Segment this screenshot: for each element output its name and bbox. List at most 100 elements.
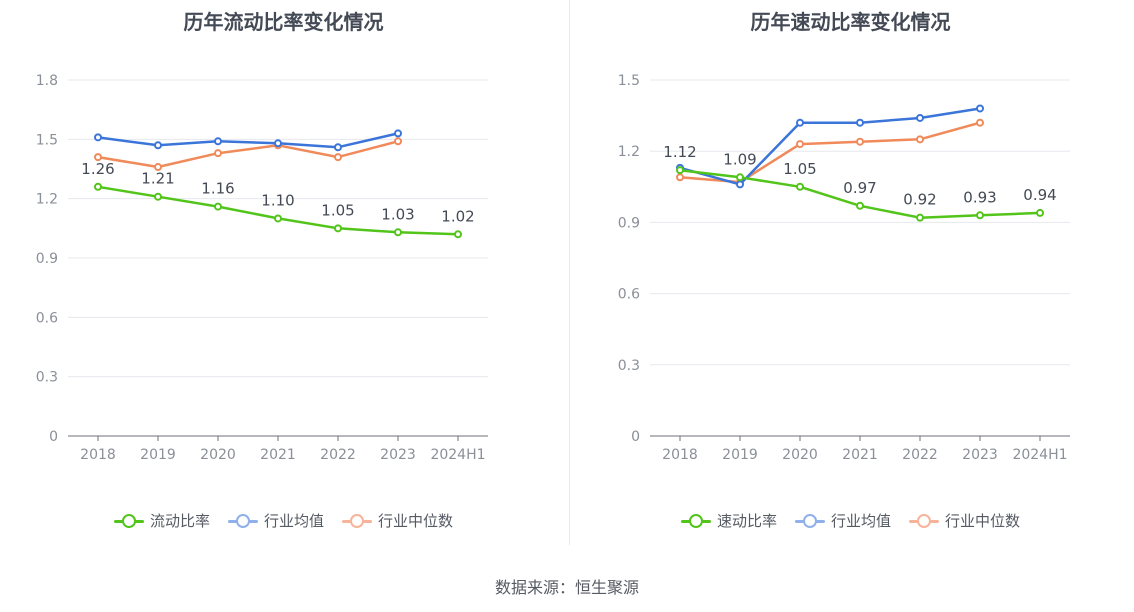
data-point xyxy=(676,166,684,175)
data-label: 1.09 xyxy=(723,150,756,168)
legend-item-quick-ratio[interactable]: 速动比率 xyxy=(680,510,777,531)
chart-title: 历年速动比率变化情况 xyxy=(750,10,951,34)
data-point xyxy=(154,192,162,201)
legend-label: 行业均值 xyxy=(263,512,324,530)
data-point xyxy=(94,153,102,162)
y-tick-label: 1.5 xyxy=(618,73,640,89)
y-tick-label: 1.8 xyxy=(36,73,58,89)
data-point xyxy=(154,141,162,150)
x-tick-label: 2020 xyxy=(200,447,236,463)
data-point xyxy=(856,201,864,210)
data-label: 0.92 xyxy=(903,191,936,209)
data-point xyxy=(154,163,162,172)
data-label: 0.93 xyxy=(963,188,996,206)
legend-label: 流动比率 xyxy=(149,512,210,530)
data-label: 1.02 xyxy=(441,207,474,225)
data-point xyxy=(916,213,924,222)
data-point xyxy=(214,202,222,211)
x-tick-label: 2024H1 xyxy=(430,447,485,463)
legend-item-industry-mean[interactable]: 行业均值 xyxy=(794,510,891,531)
y-tick-label: 1.5 xyxy=(36,132,58,148)
data-point xyxy=(976,211,984,220)
y-tick-label: 0.6 xyxy=(36,310,58,326)
data-point xyxy=(976,104,984,113)
legend-item-current-ratio[interactable]: 流动比率 xyxy=(113,510,210,531)
legend-label: 行业中位数 xyxy=(378,512,454,530)
data-point xyxy=(856,118,864,127)
y-tick-label: 0 xyxy=(49,429,58,445)
data-point xyxy=(976,118,984,127)
legend-marker-icon xyxy=(342,513,372,528)
legend-item-industry-median[interactable]: 行业中位数 xyxy=(909,510,1020,531)
x-tick-label: 2022 xyxy=(320,447,356,463)
data-point xyxy=(214,137,222,146)
legend-label: 速动比率 xyxy=(716,512,777,530)
data-point xyxy=(1036,208,1044,217)
legend-item-industry-mean[interactable]: 行业均值 xyxy=(227,510,324,531)
panel-divider xyxy=(569,0,570,545)
data-point xyxy=(334,143,342,152)
series-line-2 xyxy=(97,140,399,169)
series-line-1 xyxy=(679,107,981,186)
chart-legend: 速动比率 行业均值 行业中位数 xyxy=(567,510,1134,531)
legend-marker-icon xyxy=(680,513,711,528)
data-label: 1.05 xyxy=(783,160,816,178)
x-tick-label: 2019 xyxy=(140,447,176,463)
data-label: 1.16 xyxy=(201,180,234,198)
legend-marker-icon xyxy=(909,513,939,528)
data-point xyxy=(454,230,462,239)
data-label: 1.12 xyxy=(663,143,696,161)
data-point xyxy=(856,137,864,146)
x-tick-label: 2018 xyxy=(662,447,698,463)
data-point xyxy=(394,137,402,146)
y-tick-label: 1.2 xyxy=(618,144,640,160)
data-label: 1.26 xyxy=(81,160,114,178)
data-label: 0.94 xyxy=(1023,186,1056,204)
data-label: 1.03 xyxy=(381,205,414,223)
chart-title: 历年流动比率变化情况 xyxy=(183,10,384,34)
legend-label: 行业均值 xyxy=(830,512,891,530)
data-point xyxy=(796,140,804,149)
x-tick-label: 2020 xyxy=(782,447,818,463)
x-tick-label: 2023 xyxy=(380,447,416,463)
data-label: 1.21 xyxy=(141,170,174,188)
y-tick-label: 0.6 xyxy=(618,287,640,303)
x-tick-label: 2021 xyxy=(260,447,296,463)
y-tick-label: 0.3 xyxy=(618,358,640,374)
x-tick-label: 2018 xyxy=(80,447,116,463)
data-point xyxy=(736,180,744,189)
legend-label: 行业中位数 xyxy=(945,512,1021,530)
data-point xyxy=(796,182,804,191)
legend-marker-icon xyxy=(113,513,144,528)
x-tick-label: 2019 xyxy=(722,447,758,463)
data-point xyxy=(736,173,744,182)
y-tick-label: 0.9 xyxy=(618,215,640,231)
data-point xyxy=(274,214,282,223)
x-tick-label: 2021 xyxy=(842,447,878,463)
current-ratio-chart: 历年流动比率变化情况 0 0.3 0.6 0.9 1.2 1.5 1.8 2018 2019 20… xyxy=(0,0,567,560)
legend-item-industry-median[interactable]: 行业中位数 xyxy=(342,510,453,531)
x-tick-label: 2022 xyxy=(902,447,938,463)
data-point xyxy=(214,149,222,158)
data-point xyxy=(334,153,342,162)
x-tick-label: 2024H1 xyxy=(1012,447,1067,463)
y-tick-label: 0.3 xyxy=(36,370,58,386)
data-point xyxy=(394,228,402,237)
legend-marker-icon xyxy=(794,513,825,528)
y-tick-label: 0 xyxy=(631,429,640,445)
data-point xyxy=(94,182,102,191)
data-source-note: 数据来源：恒生聚源 xyxy=(494,578,639,597)
quick-ratio-chart: 历年速动比率变化情况 0 0.3 0.6 0.9 1.2 1.5 2018 2019 2020 2… xyxy=(567,0,1134,560)
x-tick-label: 2023 xyxy=(962,447,998,463)
y-tick-label: 0.9 xyxy=(36,251,58,267)
legend-marker-icon xyxy=(227,513,258,528)
quick-ratio-plot: 0 0.3 0.6 0.9 1.2 1.5 2018 2019 2020 2021 2022 2023… xyxy=(618,73,1070,463)
data-point xyxy=(334,224,342,233)
data-point xyxy=(274,139,282,148)
data-point xyxy=(94,133,102,142)
data-label: 1.10 xyxy=(261,191,294,209)
data-point xyxy=(676,173,684,182)
data-label: 0.97 xyxy=(843,179,876,197)
series-line-1 xyxy=(97,132,399,149)
chart-legend: 流动比率 行业均值 行业中位数 xyxy=(0,510,567,531)
